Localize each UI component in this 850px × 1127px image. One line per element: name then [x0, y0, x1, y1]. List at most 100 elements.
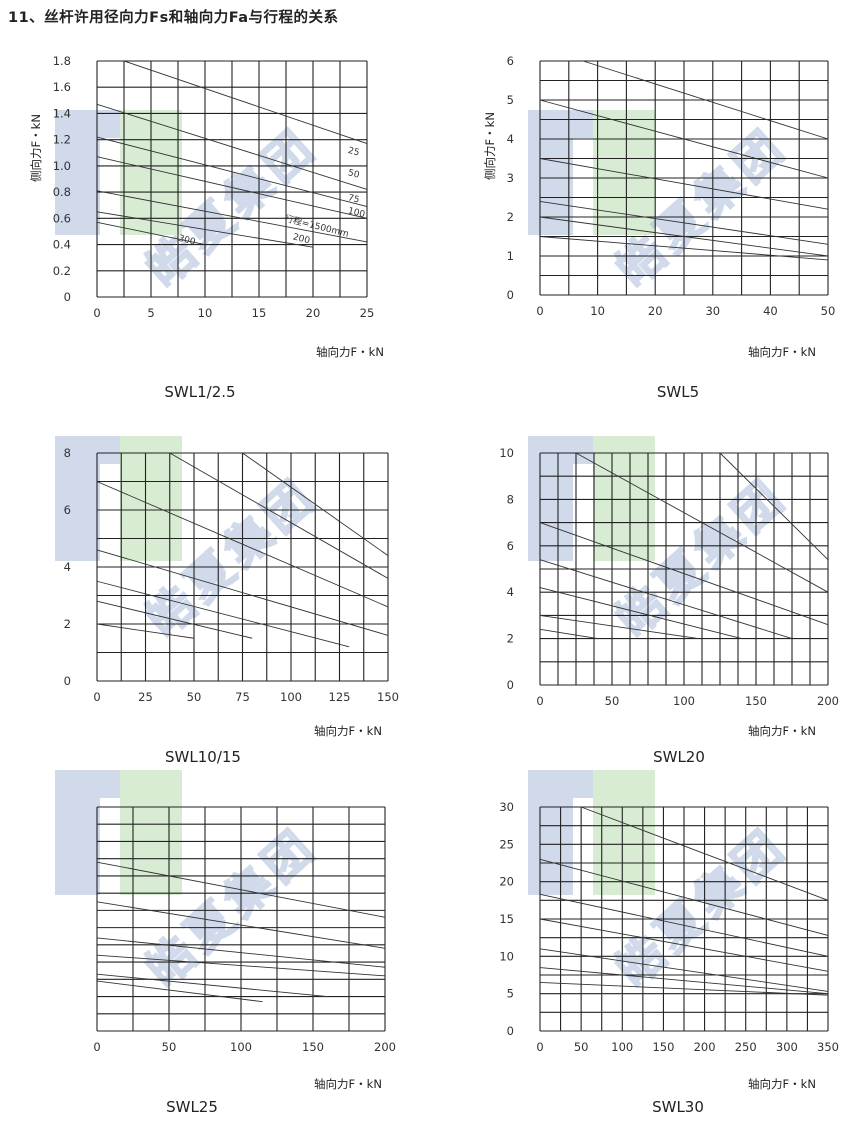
y-tick-label: 8 [64, 446, 71, 460]
series-line-6 [96, 980, 263, 1003]
y-tick-label: 2 [507, 632, 514, 646]
x-tick-label: 0 [93, 690, 100, 704]
x-axis-label: 轴向力F・kN [748, 1077, 816, 1091]
series-line-2 [539, 99, 829, 179]
y-tick-label: 8 [507, 492, 514, 506]
series-line-5 [539, 216, 829, 257]
chart-1: 0 5 10 15 20 25 0 0.2 0.4 0.6 0.8 1.0 1.2 1.4 1.6 1.8 25… [29, 54, 384, 401]
x-tick-label: 200 [374, 1040, 396, 1054]
x-tick-label: 200 [694, 1040, 716, 1054]
chart-caption: SWL1/2.5 [164, 383, 235, 401]
series-line-6 [96, 211, 314, 248]
series-line-6 [96, 600, 253, 639]
y-tick-label: 15 [499, 912, 514, 926]
y-tick-label: 0 [64, 290, 71, 304]
y-tick-label: 1.0 [53, 159, 71, 173]
chart-caption: SWL25 [166, 1098, 218, 1116]
x-tick-label: 0 [93, 1040, 100, 1054]
series-line-2 [575, 452, 829, 593]
series-line-2 [96, 901, 386, 949]
y-tick-label: 6 [507, 539, 514, 553]
series-line-1 [580, 806, 829, 901]
curve-label: 100 [347, 206, 366, 220]
y-tick-label: 20 [499, 875, 514, 889]
series-line-2 [539, 858, 829, 936]
curve-label: 50 [347, 168, 361, 181]
y-tick-label: 1.2 [53, 133, 71, 147]
series-line-4 [539, 559, 793, 640]
y-tick-label: 0 [507, 1024, 514, 1038]
page-title: 11、丝杆许用径向力Fs和轴向力Fa与行程的关系 [8, 10, 339, 26]
x-axis-label: 轴向力F・kN [748, 724, 816, 738]
series-line-7 [96, 221, 206, 245]
x-tick-label: 150 [302, 1040, 324, 1054]
x-tick-label: 10 [198, 306, 213, 320]
series-line-1 [583, 60, 829, 140]
y-tick-label: 1 [507, 249, 514, 263]
x-tick-label: 50 [162, 1040, 177, 1054]
chart-caption: SWL30 [652, 1098, 704, 1116]
curve-label: 75 [347, 193, 361, 205]
series-line-5 [96, 973, 328, 997]
chart-5: 0 50 100 150 200 轴向力F・kN SWL25 [93, 806, 396, 1116]
curve-label: 200 [292, 233, 311, 247]
y-tick-label: 1.6 [53, 80, 71, 94]
x-tick-label: 0 [536, 304, 543, 318]
series-line-1 [96, 861, 386, 918]
chart-2: 0 10 20 30 40 50 0 1 2 3 4 5 6 轴向力F・kN 侧向力F・kN SWL5 [483, 54, 835, 401]
series-line-4 [96, 549, 389, 636]
x-tick-label: 0 [536, 1040, 543, 1054]
series-line-5 [96, 190, 368, 243]
x-tick-label: 50 [821, 304, 836, 318]
chart-6: 0 50 100 150 200 250 300 350 0 5 10 15 20 25 30 轴向力F・kN… [499, 800, 839, 1116]
series-line-3 [96, 136, 368, 207]
series-line-5 [96, 580, 350, 648]
y-tick-label: 0 [64, 674, 71, 688]
series-line-5 [539, 948, 829, 992]
series-line-1 [242, 452, 389, 556]
x-tick-label: 150 [377, 690, 399, 704]
x-tick-label: 25 [360, 306, 375, 320]
series-line-7 [96, 623, 195, 639]
series-line-6 [539, 967, 829, 995]
y-tick-label: 0.2 [53, 264, 71, 278]
y-tick-label: 1.8 [53, 54, 71, 68]
curve-label: 300 [177, 234, 196, 248]
chart-caption: SWL5 [657, 383, 699, 401]
y-tick-label: 0.4 [53, 238, 71, 252]
series-line-6 [539, 236, 829, 261]
x-tick-label: 50 [187, 690, 202, 704]
x-tick-label: 10 [590, 304, 605, 318]
series-line-7 [539, 628, 598, 640]
y-tick-label: 0 [507, 288, 514, 302]
series-line-7 [539, 982, 829, 996]
y-tick-label: 10 [499, 446, 514, 460]
chart-caption: SWL20 [653, 748, 705, 766]
chart-3: 0 25 50 75 100 125 150 0 2 4 6 8 轴向力F・kN SWL10/15 [64, 446, 399, 766]
x-tick-label: 250 [735, 1040, 757, 1054]
y-tick-label: 0.8 [53, 185, 71, 199]
x-tick-label: 125 [329, 690, 351, 704]
x-tick-label: 150 [745, 694, 767, 708]
series-line-4 [539, 918, 829, 972]
y-tick-label: 5 [507, 93, 514, 107]
series-line-1 [719, 452, 829, 561]
x-tick-label: 50 [605, 694, 620, 708]
y-tick-label: 30 [499, 800, 514, 814]
series-line-6 [539, 614, 699, 640]
series-line-5 [539, 587, 742, 640]
x-axis-label: 轴向力F・kN [316, 345, 384, 359]
y-tick-label: 6 [64, 503, 71, 517]
x-tick-label: 150 [652, 1040, 674, 1054]
y-tick-label: 4 [507, 585, 514, 599]
y-tick-label: 5 [507, 987, 514, 1001]
x-axis-label: 轴向力F・kN [314, 724, 382, 738]
chart-caption: SWL10/15 [165, 748, 241, 766]
x-tick-label: 100 [673, 694, 695, 708]
x-axis-label: 轴向力F・kN [314, 1077, 382, 1091]
y-tick-label: 3 [507, 171, 514, 185]
y-axis-label: 侧向力F・kN [29, 114, 43, 182]
y-tick-label: 0 [507, 678, 514, 692]
y-tick-label: 2 [64, 617, 71, 631]
